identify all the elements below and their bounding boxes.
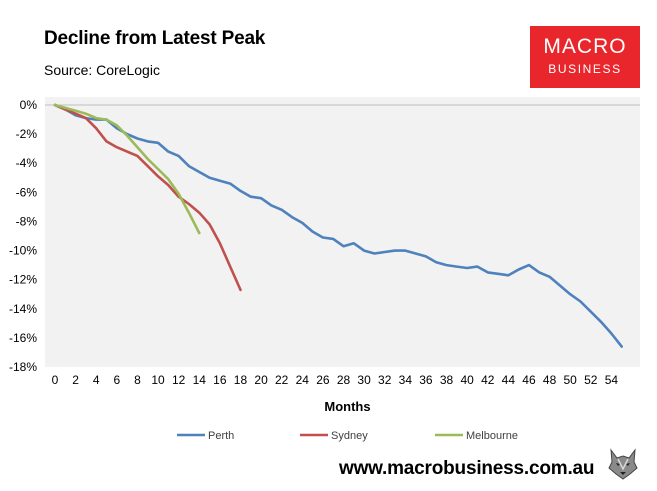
logo-line-business: BUSINESS bbox=[548, 62, 622, 76]
x-tick-label: 6 bbox=[113, 373, 120, 387]
x-tick-label: 4 bbox=[93, 373, 100, 387]
x-tick-label: 38 bbox=[440, 373, 454, 387]
x-tick-label: 34 bbox=[399, 373, 413, 387]
x-tick-label: 18 bbox=[234, 373, 248, 387]
x-tick-label: 12 bbox=[172, 373, 186, 387]
x-tick-label: 48 bbox=[543, 373, 557, 387]
y-tick-label: -2% bbox=[16, 127, 38, 141]
x-tick-label: 0 bbox=[52, 373, 59, 387]
y-tick-label: -18% bbox=[9, 360, 37, 374]
x-tick-label: 8 bbox=[134, 373, 141, 387]
y-tick-label: -4% bbox=[16, 156, 38, 170]
x-axis-label: Months bbox=[324, 399, 370, 414]
x-tick-label: 44 bbox=[502, 373, 516, 387]
chart-subtitle: Source: CoreLogic bbox=[44, 62, 160, 78]
x-tick-label: 22 bbox=[275, 373, 289, 387]
y-tick-label: -16% bbox=[9, 331, 37, 345]
x-tick-label: 20 bbox=[254, 373, 268, 387]
legend-label-perth: Perth bbox=[208, 430, 234, 442]
x-tick-label: 32 bbox=[378, 373, 392, 387]
x-tick-label: 50 bbox=[563, 373, 577, 387]
x-tick-label: 24 bbox=[296, 373, 310, 387]
x-tick-label: 28 bbox=[337, 373, 351, 387]
x-tick-label: 2 bbox=[72, 373, 79, 387]
x-tick-label: 54 bbox=[605, 373, 619, 387]
x-tick-label: 42 bbox=[481, 373, 495, 387]
x-tick-label: 10 bbox=[151, 373, 165, 387]
legend-label-melbourne: Melbourne bbox=[466, 430, 518, 442]
legend-label-sydney: Sydney bbox=[331, 430, 368, 442]
macrobusiness-logo: MACRO BUSINESS bbox=[530, 26, 640, 88]
x-tick-label: 46 bbox=[522, 373, 536, 387]
x-tick-label: 30 bbox=[357, 373, 371, 387]
y-tick-label: -8% bbox=[16, 214, 38, 228]
x-tick-label: 26 bbox=[316, 373, 330, 387]
y-tick-label: -14% bbox=[9, 302, 37, 316]
x-tick-label: 52 bbox=[584, 373, 598, 387]
website-url: www.macrobusiness.com.au bbox=[339, 458, 595, 479]
series-line-perth bbox=[53, 103, 624, 348]
x-tick-label: 14 bbox=[193, 373, 207, 387]
series-line-sydney bbox=[53, 103, 242, 292]
y-tick-label: -10% bbox=[9, 244, 37, 258]
wolf-head-icon bbox=[606, 447, 640, 481]
x-tick-label: 40 bbox=[460, 373, 474, 387]
chart-title: Decline from Latest Peak bbox=[44, 28, 266, 49]
y-tick-label: -12% bbox=[9, 273, 37, 287]
x-tick-label: 36 bbox=[419, 373, 433, 387]
series-line-melbourne bbox=[53, 103, 201, 235]
y-tick-label: -6% bbox=[16, 185, 38, 199]
y-tick-label: 0% bbox=[20, 98, 38, 112]
plot-area bbox=[45, 97, 640, 367]
x-tick-label: 16 bbox=[213, 373, 227, 387]
logo-line-macro: MACRO bbox=[543, 35, 627, 58]
